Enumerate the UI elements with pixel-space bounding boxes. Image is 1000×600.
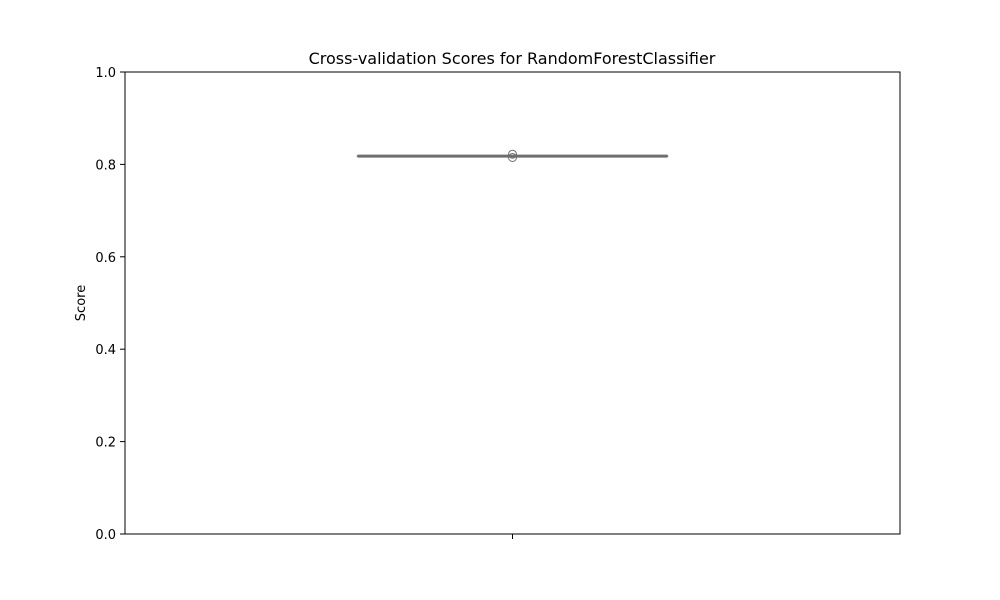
- y-tick-label: 0.0: [95, 528, 116, 543]
- y-axis-label: Score: [74, 285, 89, 321]
- plot-area: [124, 71, 901, 535]
- y-tick-label: 0.2: [95, 436, 116, 451]
- box-series: [356, 149, 669, 162]
- box-plot: [356, 149, 669, 162]
- y-tick-label: 0.4: [95, 343, 116, 358]
- y-tick-label: 0.8: [95, 158, 116, 173]
- outlier-point: [508, 152, 517, 162]
- plot-frame: [124, 71, 901, 535]
- outlier-point: [508, 149, 517, 159]
- y-tick-label: 1.0: [95, 66, 116, 81]
- y-tick-label: 0.6: [95, 251, 116, 266]
- chart-title: Cross-validation Scores for RandomForest…: [309, 49, 716, 68]
- y-axis: 0.0 0.2 0.4 0.6 0.8 1.0: [95, 66, 125, 543]
